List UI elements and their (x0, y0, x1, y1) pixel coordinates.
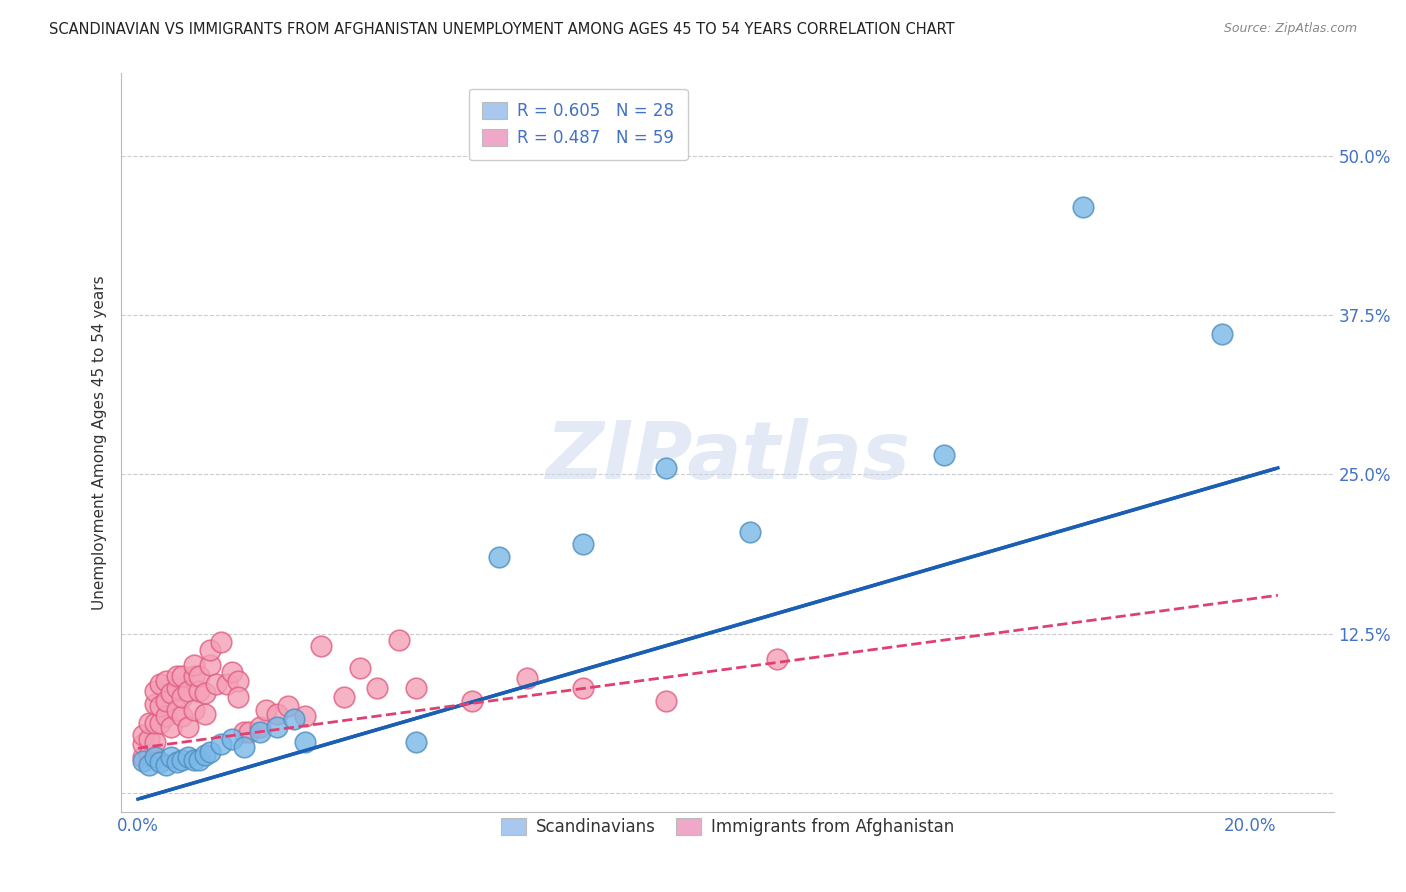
Point (238, 724, 260, 739)
Point (209, 737, 232, 751)
Point (766, 652, 789, 666)
Point (198, 643, 221, 657)
Point (138, 757, 160, 772)
Point (188, 683, 211, 698)
Text: ZIPatlas: ZIPatlas (546, 418, 910, 496)
Point (232, 739, 254, 754)
Point (332, 690, 354, 705)
Point (655, 694, 678, 708)
Point (204, 677, 226, 691)
Point (249, 724, 271, 739)
Point (172, 690, 194, 705)
Point (388, 632, 411, 647)
Point (488, 550, 510, 565)
Point (738, 524, 761, 539)
Point (183, 658, 205, 673)
Point (194, 706, 217, 721)
Point (226, 673, 249, 688)
Point (143, 697, 166, 711)
Point (155, 673, 177, 688)
Point (155, 757, 177, 772)
Point (172, 668, 194, 682)
Text: SCANDINAVIAN VS IMMIGRANTS FROM AFGHANISTAN UNEMPLOYMENT AMONG AGES 45 TO 54 YEA: SCANDINAVIAN VS IMMIGRANTS FROM AFGHANIS… (49, 22, 955, 37)
Point (160, 719, 183, 733)
Point (183, 668, 205, 682)
Point (934, 448, 956, 462)
Point (160, 750, 183, 764)
Point (166, 668, 188, 682)
Point (132, 750, 155, 764)
Point (254, 703, 277, 717)
Point (143, 750, 166, 764)
Point (177, 719, 200, 733)
Point (277, 699, 299, 714)
Point (221, 665, 243, 679)
Y-axis label: Unemployment Among Ages 45 to 54 years: Unemployment Among Ages 45 to 54 years (93, 275, 107, 610)
Point (516, 671, 538, 685)
Point (232, 724, 254, 739)
Point (194, 686, 217, 700)
Point (194, 747, 217, 762)
Point (226, 690, 249, 705)
Point (249, 719, 271, 733)
Point (143, 715, 166, 730)
Point (571, 681, 593, 696)
Point (155, 694, 177, 708)
Text: Source: ZipAtlas.com: Source: ZipAtlas.com (1223, 22, 1357, 36)
Point (166, 703, 188, 717)
Point (460, 694, 482, 708)
Point (160, 686, 183, 700)
Point (571, 537, 593, 551)
Point (143, 683, 166, 698)
Point (366, 681, 388, 696)
Point (132, 737, 155, 751)
Point (655, 461, 678, 475)
Point (172, 709, 194, 723)
Point (198, 658, 221, 673)
Point (155, 709, 177, 723)
Point (266, 719, 288, 733)
Point (209, 635, 232, 649)
Point (198, 745, 221, 759)
Point (138, 732, 160, 747)
Point (349, 661, 371, 675)
Point (132, 754, 155, 768)
Point (405, 681, 427, 696)
Point (177, 683, 200, 698)
Point (149, 755, 172, 769)
Point (143, 735, 166, 749)
Point (149, 715, 172, 730)
Point (138, 715, 160, 730)
Point (177, 750, 200, 764)
Point (294, 735, 316, 749)
Point (266, 706, 288, 721)
Point (1211, 327, 1233, 342)
Point (294, 709, 316, 723)
Point (183, 703, 205, 717)
Point (1071, 200, 1094, 214)
Point (149, 677, 172, 691)
Point (183, 753, 205, 767)
Point (311, 640, 333, 654)
Point (188, 668, 211, 682)
Point (138, 747, 160, 762)
Point (405, 735, 427, 749)
Legend: Scandinavians, Immigrants from Afghanistan: Scandinavians, Immigrants from Afghanist… (492, 809, 962, 844)
Point (172, 753, 194, 767)
Point (132, 728, 155, 742)
Point (166, 681, 188, 696)
Point (188, 753, 211, 767)
Point (149, 699, 172, 714)
Point (166, 755, 188, 769)
Point (221, 732, 243, 747)
Point (283, 712, 305, 726)
Point (215, 677, 238, 691)
